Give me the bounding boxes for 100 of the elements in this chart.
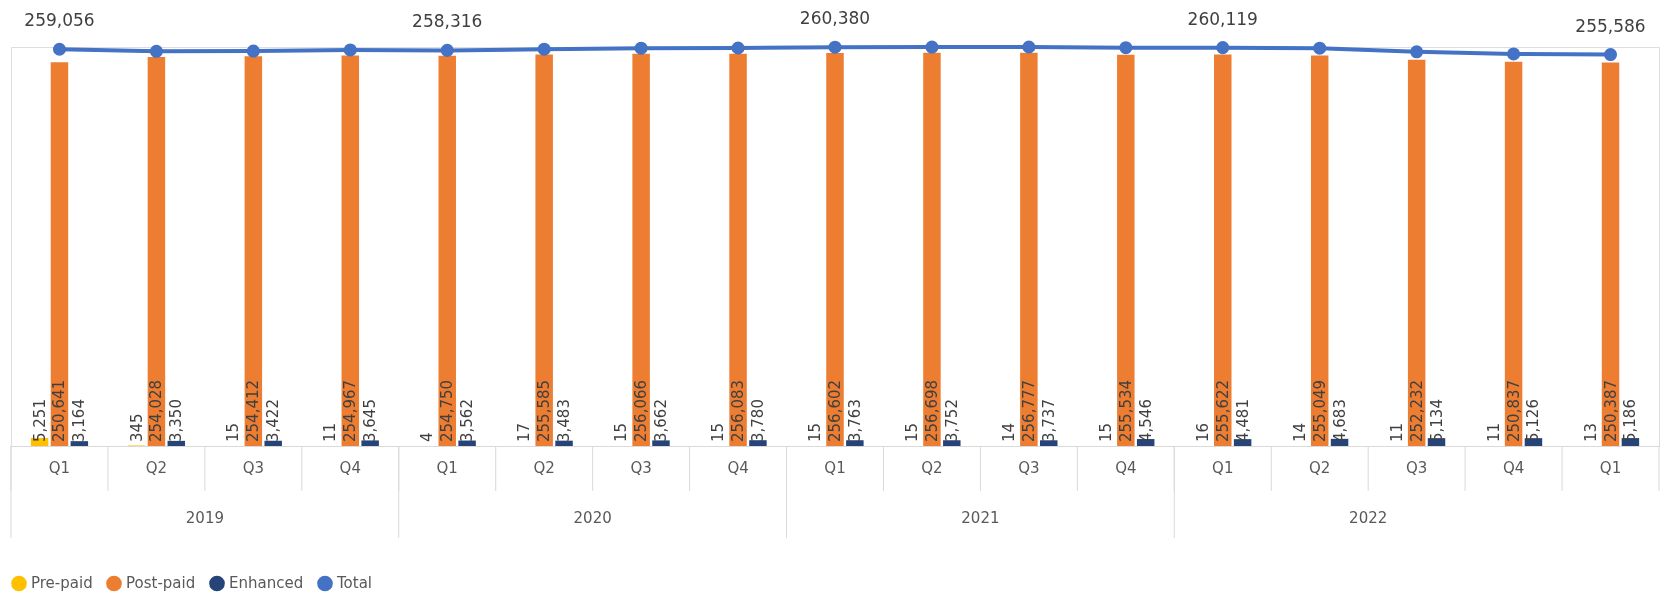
bar (147, 56, 166, 446)
x-tick-label: Q1 (1212, 458, 1234, 477)
bar (1504, 61, 1523, 446)
data-label: 250,387 (1601, 379, 1620, 442)
data-label: 256,083 (729, 379, 748, 442)
legend-label: Post-paid (126, 574, 196, 593)
bar (729, 53, 747, 446)
bar (458, 440, 476, 446)
data-label: 250,837 (1504, 379, 1523, 442)
data-label: 255,534 (1116, 379, 1135, 442)
point (246, 44, 260, 58)
x-tick-label: Q4 (1115, 458, 1137, 477)
data-label: 345 (127, 413, 146, 442)
x-tick-label: Q1 (436, 458, 458, 477)
point (52, 42, 66, 56)
data-label: 5,126 (1524, 399, 1543, 442)
data-label: 252,232 (1407, 379, 1426, 442)
point (1410, 45, 1424, 59)
bar (923, 52, 941, 446)
data-label: 15 (612, 422, 631, 442)
data-label: 256,698 (922, 379, 941, 442)
data-label: 255,622 (1213, 379, 1232, 442)
bar (1601, 62, 1620, 446)
point (828, 40, 842, 54)
bar (244, 56, 263, 446)
bar (1117, 54, 1135, 446)
bar (846, 440, 864, 446)
point (149, 44, 163, 58)
data-label: 3,752 (942, 399, 961, 442)
data-label: 16 (1193, 422, 1212, 442)
legend-label: Pre-paid (31, 574, 93, 593)
x-tick-label: Q2 (921, 458, 943, 477)
bar (264, 440, 282, 446)
data-label: 4,546 (1136, 399, 1155, 442)
point (1604, 48, 1618, 62)
data-label: 4,683 (1330, 399, 1349, 442)
x-tick-label: Q2 (533, 458, 555, 477)
point (440, 43, 454, 57)
data-label: 255,585 (535, 379, 554, 442)
data-label: 3,737 (1039, 399, 1058, 442)
x-tick-label: Q3 (1018, 458, 1040, 477)
x-tick-label: Q4 (1502, 458, 1525, 477)
bar (1310, 55, 1329, 446)
data-label: 3,763 (845, 399, 864, 442)
legend-label: Enhanced (229, 574, 304, 593)
data-label: 4 (418, 432, 437, 442)
data-label: 254,750 (438, 379, 457, 442)
point (1022, 40, 1036, 54)
data-label: 14 (1000, 422, 1019, 442)
bar (341, 55, 360, 446)
bar (167, 440, 186, 446)
data-label: 11 (1387, 422, 1406, 442)
bar (70, 441, 89, 446)
data-label: 14 (1290, 422, 1309, 442)
data-label: 17 (515, 422, 534, 442)
data-label: 15 (224, 422, 243, 442)
bar (50, 62, 69, 446)
x-tick-label: Q2 (1309, 458, 1331, 477)
bar (943, 440, 961, 446)
bar (1020, 52, 1038, 446)
bar (1214, 54, 1232, 446)
point (925, 40, 939, 54)
data-label: 11 (1484, 422, 1503, 442)
point (731, 41, 745, 55)
bar (535, 54, 553, 446)
data-label: 250,641 (50, 379, 69, 442)
data-label: 254,967 (341, 379, 360, 442)
point (1313, 41, 1327, 55)
data-label: 260,119 (1187, 8, 1258, 29)
x-tick-label: Q1 (824, 458, 846, 477)
data-label: 3,422 (264, 399, 283, 442)
text: 2020 (573, 509, 612, 527)
bar (652, 440, 670, 446)
data-label: 3,662 (651, 399, 670, 442)
data-label: 5,134 (1427, 399, 1446, 442)
data-label: 254,412 (244, 379, 263, 442)
bar (555, 440, 573, 446)
x-tick-label: Q1 (1599, 458, 1622, 477)
data-label: 3,562 (458, 399, 477, 442)
data-label: 3,164 (70, 399, 89, 442)
point (1216, 41, 1230, 55)
point (537, 42, 551, 56)
bar (1407, 59, 1426, 446)
x-tick-label: Q3 (242, 458, 265, 477)
bar (632, 53, 650, 446)
bar (749, 440, 767, 446)
point (343, 43, 357, 57)
bar (361, 440, 379, 446)
bar (438, 55, 456, 446)
point (634, 41, 648, 55)
legend-label: Total (336, 574, 373, 593)
x-tick-label: Q3 (1405, 458, 1428, 477)
text: 2021 (961, 509, 1000, 527)
data-label: 15 (903, 422, 922, 442)
data-label: 15 (709, 422, 728, 442)
x-tick-label: Q4 (727, 458, 749, 477)
bar (1040, 440, 1058, 446)
data-label: 256,066 (632, 379, 651, 442)
text: 2019 (185, 509, 224, 527)
data-label: 258,316 (412, 11, 483, 32)
